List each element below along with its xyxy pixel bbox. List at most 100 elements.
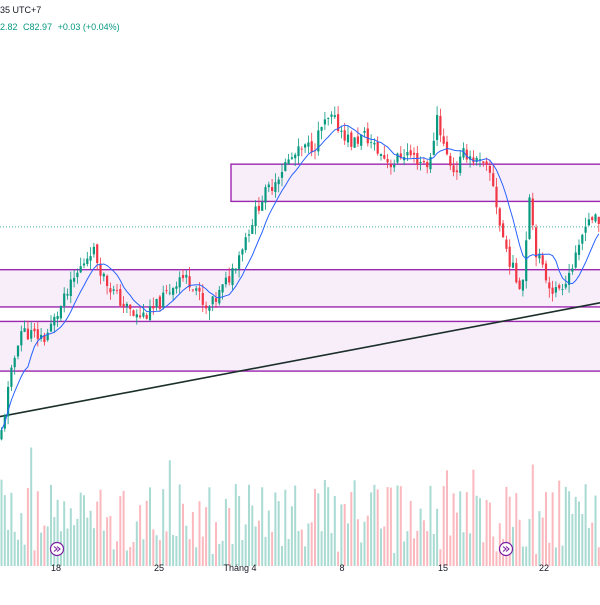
candle-body	[76, 272, 79, 278]
candle-body	[465, 149, 468, 160]
volume-bar	[531, 464, 534, 566]
volume-bar	[86, 517, 89, 566]
candle-body	[320, 126, 323, 131]
volume-bar	[314, 488, 316, 566]
volume-bar	[304, 546, 307, 566]
candle-body	[82, 263, 86, 266]
candle-body	[59, 306, 62, 319]
candle-body	[274, 182, 277, 193]
candle-body	[178, 277, 181, 288]
volume-bar	[485, 499, 488, 566]
volume-bar	[89, 510, 92, 566]
candle-body	[280, 172, 284, 178]
candle-body	[201, 293, 204, 305]
candle-body	[389, 164, 392, 168]
candle-body	[142, 312, 145, 317]
candle-body	[472, 157, 475, 163]
volume-bar	[320, 531, 323, 566]
candle-body	[445, 141, 449, 155]
candle-body	[284, 162, 287, 171]
volume-bar	[33, 550, 36, 566]
candle-body	[191, 289, 194, 291]
candle-body	[436, 115, 439, 140]
volume-bar	[290, 506, 293, 566]
volume-bar	[564, 486, 567, 566]
volume-bar	[455, 512, 458, 566]
volume-bar	[106, 517, 109, 566]
volume-bar	[310, 522, 313, 566]
candle-body	[495, 186, 498, 208]
candle-body	[290, 157, 293, 159]
volume-bar	[3, 495, 6, 566]
volume-bar	[145, 500, 148, 566]
volume-bar	[238, 496, 241, 566]
candle-body	[449, 155, 452, 166]
volume-bar	[56, 499, 59, 566]
candle-body	[350, 132, 353, 147]
candle-body	[152, 305, 155, 309]
candle-body	[363, 130, 366, 133]
timezone-label: 35 UTC+7	[0, 5, 42, 15]
candle-body	[353, 137, 356, 148]
volume-bar	[389, 487, 392, 566]
volume-bar	[96, 501, 99, 566]
candle-body	[505, 239, 508, 249]
candle-body	[518, 280, 521, 289]
candle-body	[548, 282, 551, 289]
volume-bar	[43, 525, 46, 566]
volume-bar	[267, 510, 270, 566]
candle-body	[307, 142, 310, 147]
volume-bar	[383, 526, 386, 566]
candle-body	[597, 216, 600, 224]
volume-bar	[578, 501, 580, 566]
replay-icon[interactable]	[498, 541, 514, 557]
candle-body	[162, 292, 165, 307]
volume-bar	[274, 492, 277, 566]
candle-body	[462, 148, 465, 158]
volume-bar	[152, 529, 155, 566]
volume-bar	[155, 535, 158, 566]
candle-body	[528, 197, 531, 239]
candle-body	[469, 156, 472, 160]
candle-body	[132, 310, 135, 316]
volume-bar	[165, 531, 168, 566]
volume-bar	[347, 523, 349, 566]
volume-bar	[53, 516, 56, 566]
candle-body	[208, 306, 211, 311]
volume-bar	[221, 540, 224, 566]
candle-body	[511, 262, 515, 268]
volume-bar	[366, 515, 369, 566]
volume-bar	[488, 502, 491, 566]
volume-bar	[317, 493, 320, 566]
candle-body	[564, 283, 567, 288]
replay-icon[interactable]	[49, 541, 65, 557]
candle-body	[36, 329, 39, 339]
volume-bar	[323, 479, 326, 566]
trendline	[0, 302, 600, 418]
volume-bar	[178, 484, 181, 566]
volume-bar	[112, 549, 115, 566]
candle-body	[46, 332, 49, 341]
candle-body	[10, 367, 13, 387]
candle-body	[587, 219, 590, 226]
candle-body	[96, 244, 99, 263]
volume-bar	[469, 533, 472, 566]
ohlc-value: 2.82	[0, 22, 18, 32]
candle-body	[244, 237, 247, 251]
candle-body	[531, 198, 534, 226]
volume-bar	[142, 539, 145, 566]
volume-bar	[584, 484, 587, 566]
sr-zone	[0, 268, 600, 308]
candle-body	[165, 290, 168, 292]
volume-bar	[360, 542, 363, 566]
volume-bar	[413, 538, 415, 566]
volume-bar	[195, 547, 198, 566]
volume-bar	[393, 553, 396, 566]
volume-bar	[432, 533, 435, 566]
candle-body	[30, 330, 33, 339]
volume-bar	[162, 489, 165, 566]
volume-bar	[135, 521, 138, 566]
volume-bar	[449, 535, 452, 566]
